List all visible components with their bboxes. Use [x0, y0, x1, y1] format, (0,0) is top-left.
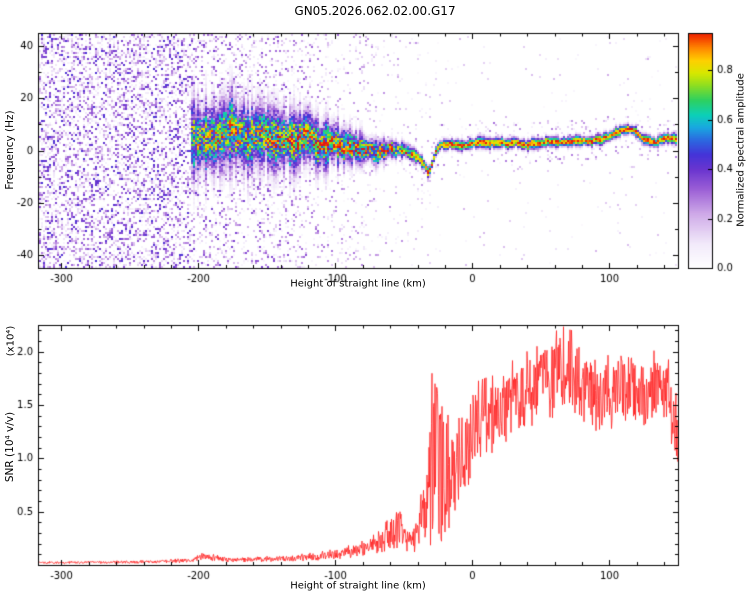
chart-title: GN05.2026.062.02.00.G17: [294, 4, 456, 18]
snr-axis-label: SNR (10⁴ v/v): [4, 411, 16, 483]
frequency-axis-label: Frequency (Hz): [4, 110, 16, 190]
bottom-x-axis-label: Height of straight line (km): [290, 580, 426, 592]
snr-scale-note: (x10⁴): [5, 325, 17, 357]
colorbar-label: Normalized spectral amplitude: [735, 73, 747, 227]
top-x-axis-label: Height of straight line (km): [290, 278, 426, 290]
